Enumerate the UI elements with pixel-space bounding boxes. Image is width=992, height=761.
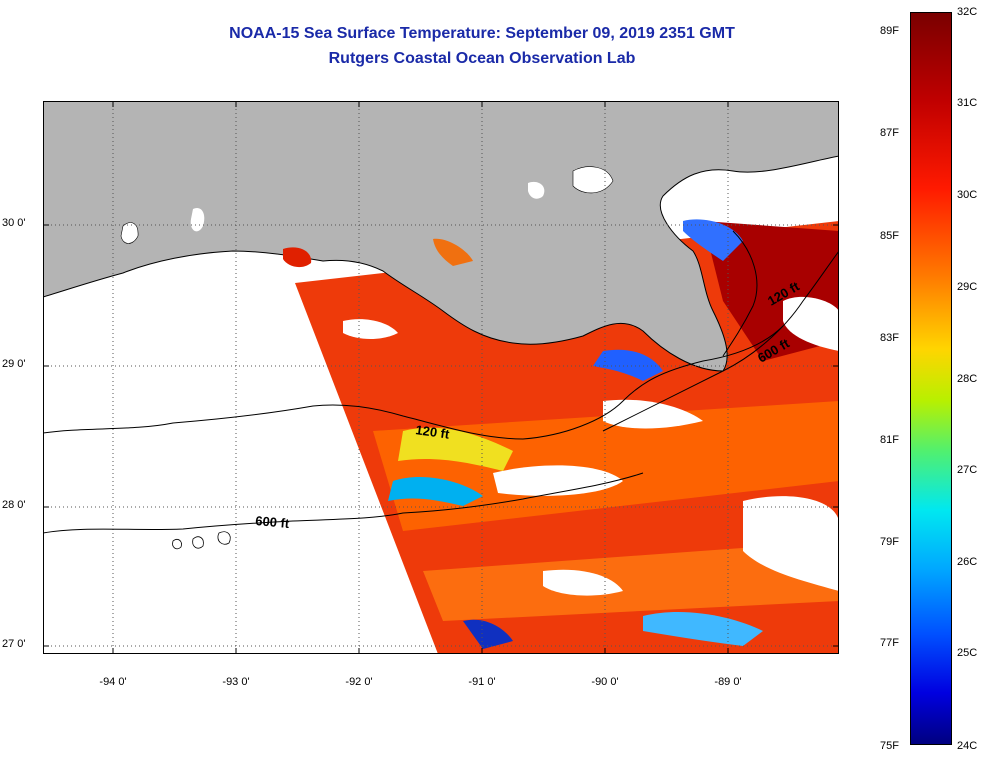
depth-label: 120 ft xyxy=(415,422,451,442)
sst-map: 600 ft 120 ft 600 ft 120 ft xyxy=(43,101,839,654)
depth-label: 600 ft xyxy=(255,513,291,531)
lon-label: -91 0' xyxy=(468,676,496,688)
colorbar-celsius-label: 30C xyxy=(957,189,978,201)
temperature-colorbar xyxy=(910,12,952,745)
isobath-600ft-east xyxy=(602,250,839,432)
colorbar-celsius-label: 27C xyxy=(957,464,978,476)
lon-label: -89 0' xyxy=(714,676,742,688)
lat-label: 30 0' xyxy=(2,217,26,229)
lat-label: 29 0' xyxy=(2,358,26,370)
isobath-600ft-west xyxy=(43,472,644,534)
colorbar-fahrenheit-label: 77F xyxy=(880,637,899,649)
colorbar-fahrenheit-label: 75F xyxy=(880,740,899,752)
map-subtitle: Rutgers Coastal Ocean Observation Lab xyxy=(328,50,636,67)
colorbar-fahrenheit-label: 87F xyxy=(880,127,899,139)
colorbar-fahrenheit-label: 85F xyxy=(880,230,899,242)
colorbar-celsius-label: 26C xyxy=(957,556,978,568)
colorbar-celsius-label: 24C xyxy=(957,740,978,752)
colorbar-fahrenheit-label: 81F xyxy=(880,434,899,446)
lon-label: -93 0' xyxy=(222,676,250,688)
colorbar-celsius-label: 29C xyxy=(957,281,978,293)
map-title: NOAA-15 Sea Surface Temperature: Septemb… xyxy=(229,25,735,42)
land-mass xyxy=(43,101,839,371)
colorbar-celsius-label: 28C xyxy=(957,373,978,385)
colorbar-celsius-label: 31C xyxy=(957,97,978,109)
isobath-120ft-east xyxy=(722,230,758,357)
colorbar-fahrenheit-label: 89F xyxy=(880,25,899,37)
colorbar-celsius-label: 25C xyxy=(957,647,978,659)
colorbar-fahrenheit-label: 83F xyxy=(880,332,899,344)
lon-label: -92 0' xyxy=(345,676,373,688)
colorbar-fahrenheit-label: 79F xyxy=(880,536,899,548)
lat-label: 27 0' xyxy=(2,638,26,650)
lon-label: -94 0' xyxy=(99,676,127,688)
lat-label: 28 0' xyxy=(2,499,26,511)
colorbar-celsius-label: 32C xyxy=(957,6,978,18)
lon-label: -90 0' xyxy=(591,676,619,688)
isobath-120ft-west xyxy=(43,325,784,440)
